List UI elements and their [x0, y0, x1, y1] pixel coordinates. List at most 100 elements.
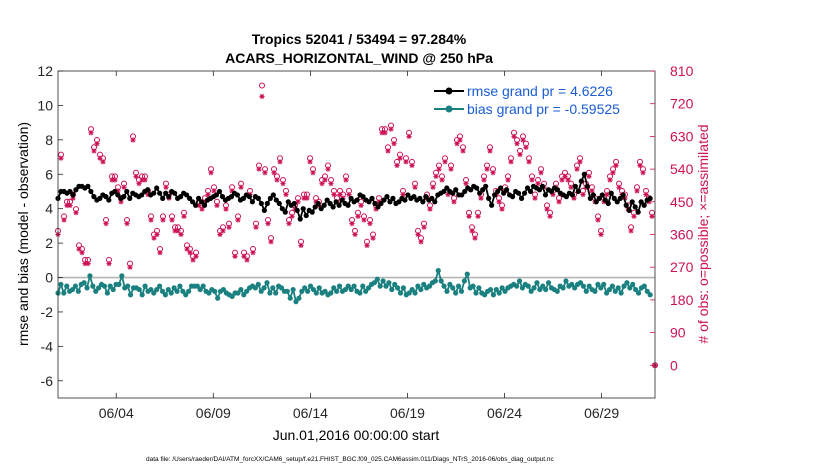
- bias-point: [194, 283, 200, 289]
- bias-point: [453, 290, 459, 296]
- bias-point: [577, 280, 584, 286]
- assimilated-obs-point: [616, 184, 622, 190]
- y-right-tick-label: 0: [670, 357, 678, 373]
- bias-point: [177, 283, 183, 289]
- bias-point: [58, 281, 64, 288]
- rmse-point: [384, 194, 390, 200]
- bias-point: [595, 281, 601, 288]
- legend-box: [420, 80, 648, 120]
- assimilated-obs-point: [298, 242, 304, 248]
- rmse-point: [462, 188, 468, 195]
- assimilated-obs-point: [163, 184, 169, 190]
- y-left-tick-label: 6: [45, 166, 53, 182]
- assimilated-obs-point: [466, 213, 472, 219]
- rmse-point: [492, 192, 498, 198]
- rmse-point: [498, 185, 504, 191]
- assimilated-obs-point: [523, 144, 529, 150]
- rmse-point: [195, 195, 202, 201]
- rmse-point: [503, 187, 510, 193]
- assimilated-obs-point: [478, 195, 484, 201]
- bias-point: [409, 286, 415, 293]
- rmse-point: [139, 192, 145, 198]
- assimilated-obs-point: [451, 199, 457, 205]
- bias-point: [357, 290, 363, 296]
- assimilated-obs-point: [265, 221, 271, 227]
- assimilated-obs-point: [346, 191, 352, 198]
- rmse-point: [474, 185, 480, 191]
- assimilated-obs-point: [211, 188, 217, 194]
- assimilated-obs-point: [304, 195, 310, 201]
- bias-point: [624, 280, 630, 286]
- bias-point: [371, 280, 377, 286]
- bias-point: [502, 288, 508, 294]
- assimilated-obs-point: [613, 162, 619, 169]
- rmse-point: [411, 194, 417, 200]
- bias-point: [252, 285, 258, 291]
- assimilated-obs-point: [58, 155, 64, 161]
- bias-point: [418, 286, 424, 293]
- y-axis-right-label: # of obs: o=possible; ×=assimilated: [695, 124, 711, 343]
- assimilated-obs-point: [463, 181, 469, 187]
- y-left-tick-label: -6: [41, 373, 54, 389]
- bias-point: [159, 288, 166, 294]
- bias-point: [386, 280, 392, 286]
- assimilated-obs-point: [388, 126, 394, 132]
- assimilated-obs-point: [325, 166, 331, 172]
- assimilated-obs-point: [430, 184, 436, 190]
- bias-point: [537, 286, 543, 293]
- bias-point: [438, 278, 444, 284]
- bias-point: [514, 283, 520, 289]
- bias-point: [365, 285, 372, 291]
- assimilated-obs-point: [181, 213, 187, 219]
- bias-point: [476, 285, 482, 291]
- y-left-tick-label: 0: [45, 270, 53, 286]
- rmse-point: [417, 195, 423, 201]
- bias-point: [525, 283, 531, 289]
- assimilated-obs-point: [187, 250, 193, 256]
- bias-point: [270, 285, 276, 291]
- rmse-point: [396, 199, 402, 205]
- assimilated-obs-point: [499, 206, 505, 212]
- rmse-point: [432, 199, 438, 205]
- assimilated-obs-point: [460, 148, 466, 154]
- rmse-point: [647, 195, 653, 201]
- assimilated-obs-point: [484, 166, 490, 172]
- rmse-point: [106, 197, 112, 203]
- rmse-point: [378, 200, 384, 207]
- rmse-point: [614, 199, 620, 205]
- assimilated-obs-point: [433, 173, 439, 179]
- bias-point: [516, 278, 523, 284]
- bias-point: [69, 286, 76, 293]
- y-right-tick-label: 360: [670, 227, 694, 243]
- bias-point: [519, 285, 526, 291]
- assimilated-obs-point: [604, 191, 610, 198]
- bias-point: [374, 276, 380, 282]
- y-left-tick-label: 8: [45, 132, 53, 148]
- assimilated-obs-point: [487, 148, 493, 154]
- rmse-point: [279, 206, 285, 212]
- bias-point: [267, 290, 273, 296]
- assimilated-obs-point: [184, 246, 190, 252]
- rmse-point: [444, 185, 450, 191]
- assimilated-obs-point: [403, 159, 409, 165]
- bias-point: [586, 283, 592, 289]
- bias-point: [580, 283, 586, 289]
- assimilated-obs-point: [343, 177, 349, 183]
- bias-point: [244, 288, 250, 294]
- rmse-point: [303, 212, 309, 219]
- rmse-point: [240, 195, 247, 201]
- x-tick-label: 06/29: [584, 405, 619, 421]
- bias-point: [348, 286, 354, 293]
- y-right-tick-label: 180: [670, 292, 694, 308]
- assimilated-obs-point: [427, 206, 433, 212]
- rmse-point: [459, 192, 465, 198]
- rmse-point: [67, 188, 73, 195]
- assimilated-obs-point: [367, 221, 373, 227]
- bias-point: [241, 292, 247, 298]
- assimilated-obs-point: [559, 177, 565, 183]
- assimilated-obs-point: [280, 181, 286, 187]
- assimilated-obs-point: [130, 137, 136, 143]
- rmse-point: [336, 202, 342, 208]
- assimilated-obs-point: [538, 170, 544, 176]
- bias-point: [432, 278, 438, 284]
